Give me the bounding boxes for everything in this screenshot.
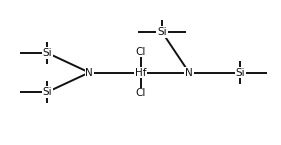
Text: Cl: Cl — [135, 47, 146, 57]
Text: Si: Si — [43, 87, 52, 97]
Text: N: N — [185, 68, 193, 77]
Text: Si: Si — [43, 48, 52, 58]
Text: Hf: Hf — [135, 68, 146, 77]
Text: Cl: Cl — [135, 88, 146, 98]
Text: N: N — [85, 68, 93, 77]
Text: Si: Si — [157, 27, 167, 37]
Text: Si: Si — [235, 68, 245, 77]
